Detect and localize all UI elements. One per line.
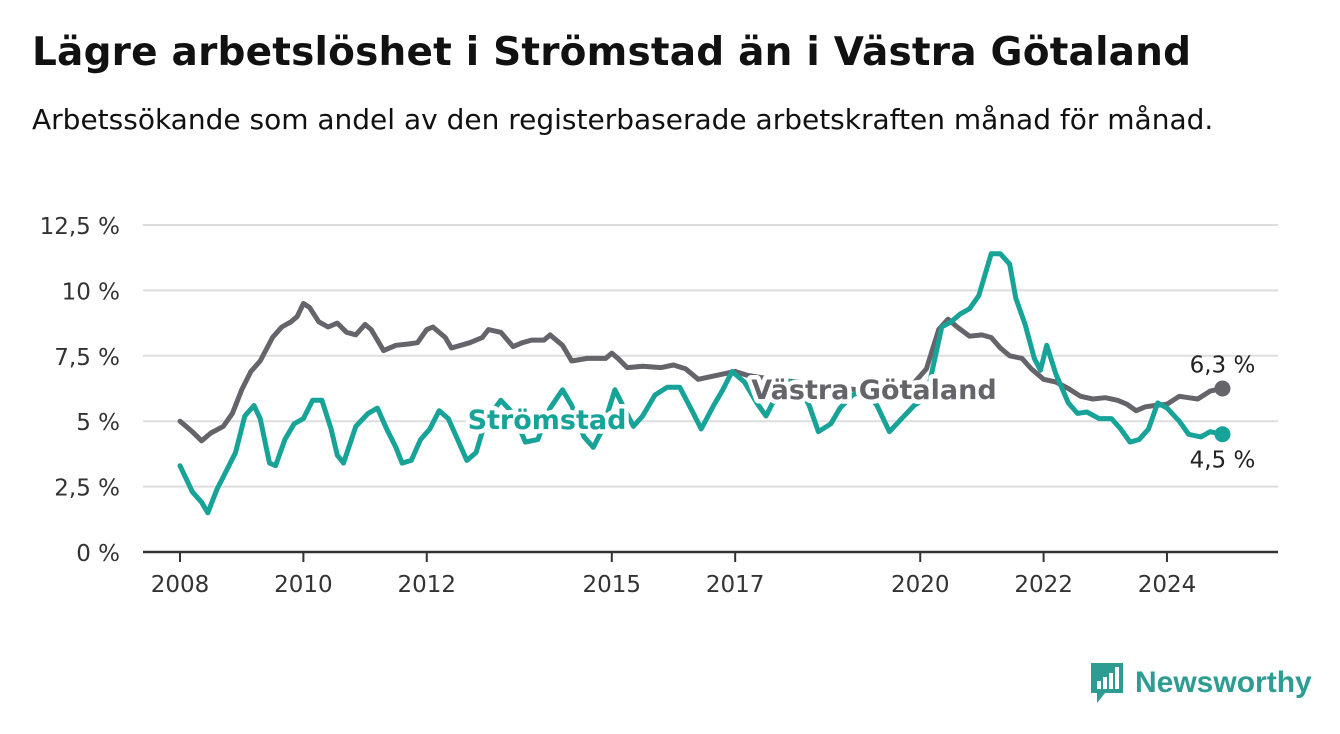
y-tick-label: 5 % bbox=[76, 410, 120, 436]
newsworthy-logo: Newsworthy bbox=[1089, 661, 1312, 705]
gridlines bbox=[143, 224, 1278, 488]
end-point-str-mstad bbox=[1214, 426, 1231, 443]
y-tick-label: 12,5 % bbox=[40, 214, 120, 240]
x-tick-label: 2008 bbox=[151, 572, 210, 598]
x-axis: 2008 2010 2012 2015 2017 2020 2022 2024 bbox=[143, 550, 1278, 598]
y-axis-labels: 0 % 2,5 % 5 % 7,5 % 10 % 12,5 % bbox=[40, 214, 120, 567]
x-tick-label: 2024 bbox=[1138, 572, 1197, 598]
y-tick-label: 7,5 % bbox=[54, 345, 120, 371]
x-tick-label: 2012 bbox=[397, 572, 456, 598]
chart-subtitle: Arbetssökande som andel av den registerb… bbox=[32, 103, 1214, 136]
bar-chart-flag-icon bbox=[1091, 663, 1123, 703]
brand-name: Newsworthy bbox=[1135, 666, 1312, 699]
series-labels: 6,3 % 4,5 % Strömstad Västra Götaland bbox=[463, 353, 1256, 474]
y-tick-label: 2,5 % bbox=[54, 476, 120, 502]
series-lines bbox=[177, 251, 1231, 516]
x-tick-label: 2010 bbox=[274, 572, 333, 598]
x-tick-label: 2022 bbox=[1014, 572, 1073, 598]
end-value-label: 6,3 % bbox=[1190, 353, 1256, 379]
series-line-v-stra-g-taland bbox=[177, 301, 1225, 444]
x-tick-label: 2017 bbox=[706, 572, 765, 598]
end-point-v-stra-g-taland bbox=[1214, 380, 1231, 397]
series-name-label: Västra Götaland bbox=[751, 375, 996, 406]
series-line-str-mstad bbox=[177, 251, 1225, 516]
chart-title: Lägre arbetslöshet i Strömstad än i Väst… bbox=[32, 30, 1192, 75]
x-tick-label: 2015 bbox=[583, 572, 642, 598]
y-tick-label: 10 % bbox=[62, 279, 120, 305]
y-tick-label: 0 % bbox=[76, 541, 120, 567]
series-name-label: Strömstad bbox=[468, 405, 627, 436]
end-value-label: 4,5 % bbox=[1190, 447, 1256, 473]
x-tick-label: 2020 bbox=[891, 572, 950, 598]
